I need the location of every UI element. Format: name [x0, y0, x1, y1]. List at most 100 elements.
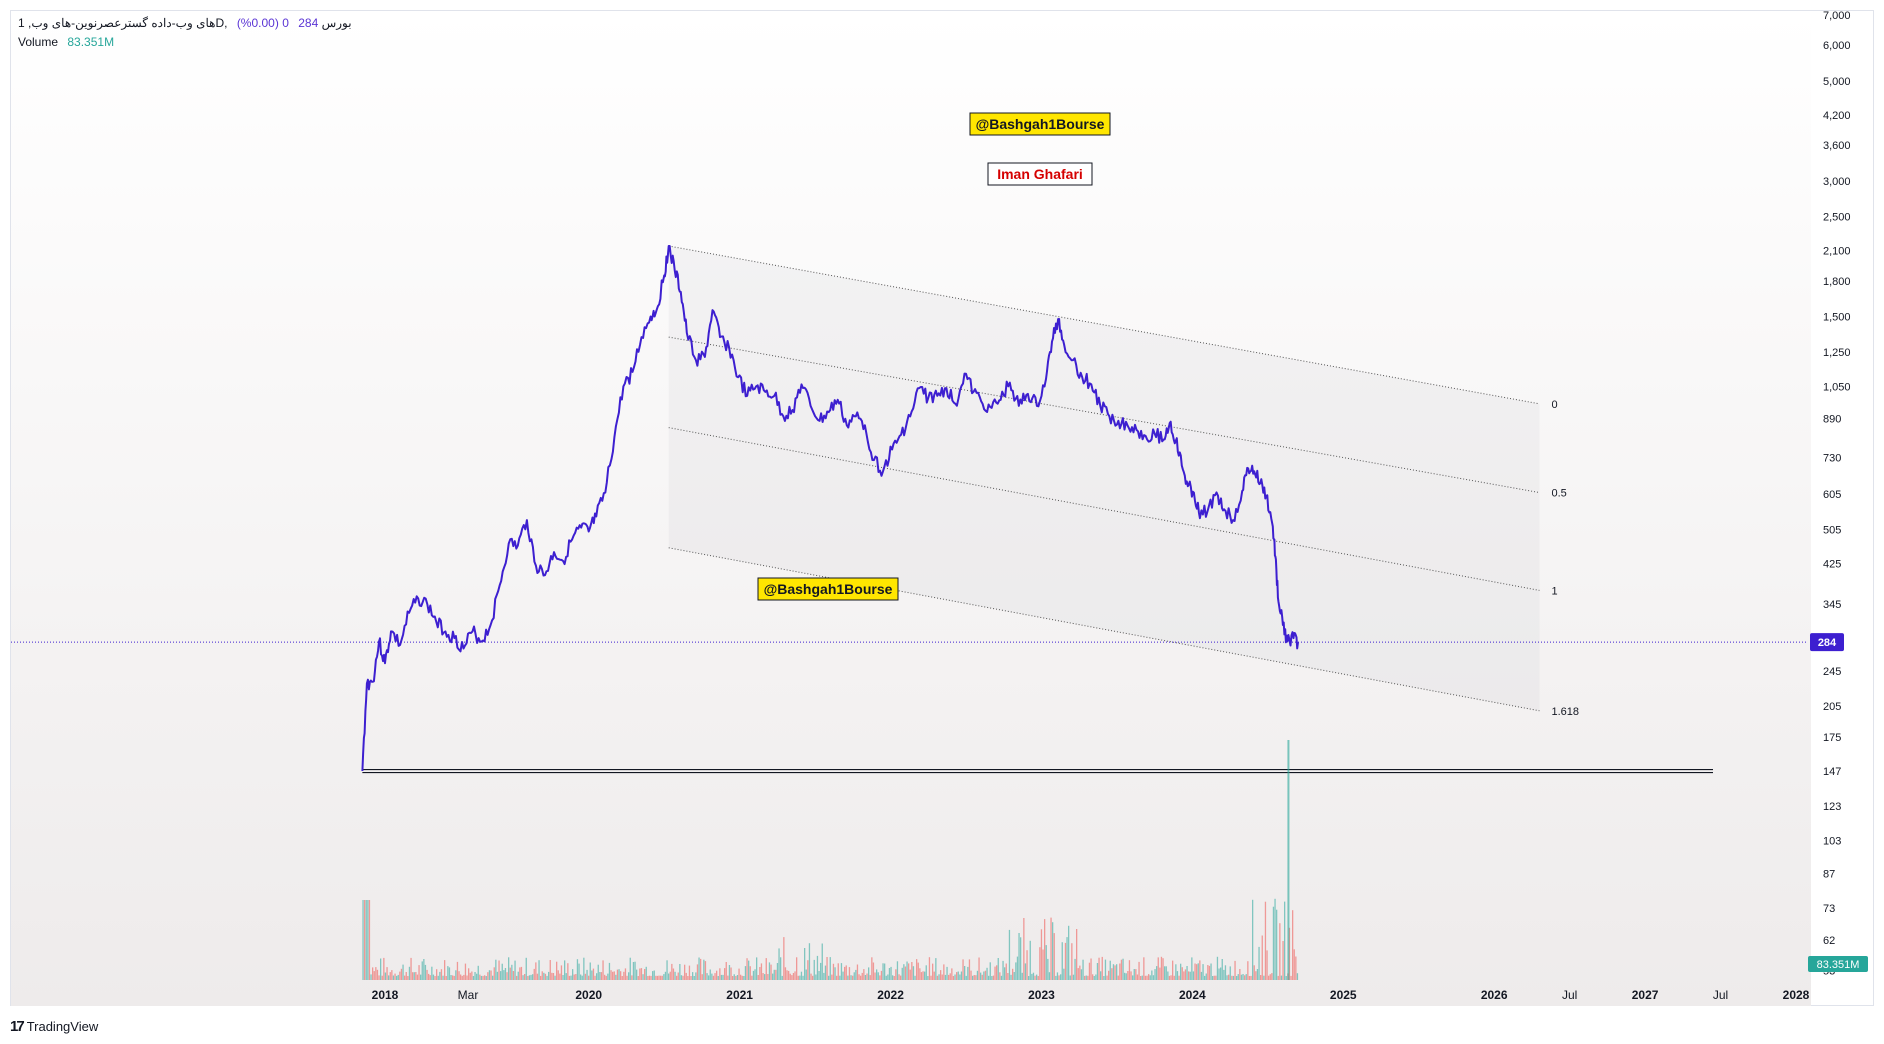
- volume-bar: [752, 970, 755, 980]
- volume-bar: [1093, 976, 1095, 980]
- volume-bar: [768, 962, 771, 980]
- volume-bar: [388, 975, 390, 980]
- x-axis-tick-label: 2025: [1330, 988, 1357, 1002]
- volume-bar: [1130, 971, 1132, 980]
- volume-bar: [856, 964, 859, 980]
- watermark-top-box[interactable]: [969, 112, 1111, 136]
- volume-bar: [493, 967, 495, 980]
- volume-bar: [1196, 964, 1198, 980]
- y-axis-tick-label: 2,500: [1823, 212, 1851, 224]
- fib-level-line[interactable]: [668, 245, 1540, 405]
- volume-bar: [1268, 975, 1270, 980]
- y-axis-tick-label: 123: [1823, 801, 1841, 813]
- volume-bar: [1101, 956, 1103, 980]
- volume-bar: [402, 964, 404, 980]
- volume-bar: [1013, 972, 1015, 980]
- x-axis-tick-label: Mar: [458, 988, 479, 1002]
- volume-bar: [1050, 917, 1052, 980]
- x-axis-tick-label: Jul: [1562, 988, 1577, 1002]
- volume-bar: [444, 960, 446, 980]
- volume-bar: [712, 975, 715, 980]
- fib-level-label: 1: [1551, 585, 1557, 597]
- volume-bar: [807, 960, 809, 980]
- volume-bar: [632, 962, 635, 980]
- volume-bar: [373, 971, 375, 980]
- volume-bar: [429, 975, 431, 980]
- volume-bar: [477, 965, 479, 980]
- y-axis-tick-label: 5,000: [1823, 76, 1851, 88]
- volume-bar: [722, 974, 724, 980]
- volume-bar: [1103, 976, 1105, 980]
- volume-bar: [394, 973, 396, 980]
- price-line[interactable]: [361, 245, 1299, 772]
- volume-bar: [1170, 975, 1172, 980]
- volume-bar: [1165, 966, 1167, 980]
- volume-bar: [535, 962, 537, 980]
- fib-level-line[interactable]: [668, 547, 1540, 712]
- volume-bar: [720, 974, 723, 980]
- watermark-mid-box[interactable]: [757, 577, 899, 601]
- volume-bar: [428, 973, 430, 980]
- fib-level-line[interactable]: [668, 427, 1540, 591]
- volume-bar: [679, 964, 681, 980]
- volume-bar: [536, 973, 539, 980]
- volume-bar: [1159, 967, 1161, 980]
- volume-bar: [778, 948, 780, 980]
- volume-bar: [951, 968, 953, 980]
- volume-bar: [506, 972, 508, 980]
- volume-bar: [1031, 973, 1033, 980]
- tradingview-logo[interactable]: 17 TradingView: [10, 1018, 98, 1035]
- volume-bar: [1255, 971, 1257, 980]
- volume-bar: [1226, 975, 1228, 980]
- volume-bar: [1064, 942, 1067, 980]
- volume-bar: [508, 957, 510, 980]
- volume-bar: [1072, 974, 1075, 980]
- volume-bar: [405, 972, 407, 980]
- volume-bar: [1058, 975, 1060, 980]
- y-axis-tick-label: 1,250: [1823, 347, 1851, 359]
- volume-bar: [1263, 975, 1265, 980]
- y-axis-tick-label: 1,500: [1823, 311, 1851, 323]
- volume-bar: [1282, 941, 1284, 980]
- fib-level-line[interactable]: [668, 336, 1540, 494]
- volume-bar: [703, 959, 705, 980]
- volume-bar: [503, 970, 505, 980]
- volume-bar: [698, 957, 700, 980]
- volume-bar: [549, 960, 551, 980]
- volume-bar: [1280, 975, 1283, 980]
- y-axis-tick-label: 345: [1823, 599, 1841, 611]
- x-axis-tick-label: 2022: [877, 988, 904, 1002]
- volume-bar: [522, 975, 524, 980]
- volume-bar: [1168, 975, 1171, 980]
- volume-bar: [754, 969, 756, 980]
- volume-bar: [682, 975, 684, 980]
- volume-bar: [432, 974, 435, 980]
- volume-bar: [716, 970, 718, 980]
- volume-bar: [904, 966, 907, 980]
- volume-bar: [1044, 919, 1046, 980]
- volume-bar: [367, 900, 369, 980]
- volume-bar: [872, 962, 875, 980]
- volume-bar: [453, 975, 455, 980]
- volume-bar: [890, 966, 892, 980]
- volume-bar: [572, 969, 574, 980]
- volume-bar: [674, 971, 676, 980]
- volume-bar: [1124, 972, 1126, 980]
- volume-bar: [600, 972, 603, 980]
- volume-bar: [772, 973, 774, 980]
- volume-bar: [826, 957, 828, 980]
- volume-bar: [917, 962, 919, 980]
- volume-bar: [1224, 965, 1227, 980]
- volume-bar: [1042, 949, 1044, 980]
- volume-value: 83.351M: [67, 35, 115, 49]
- volume-bar: [864, 975, 867, 980]
- volume-bar: [816, 955, 819, 980]
- volume-bar: [599, 972, 601, 980]
- volume-bar: [1143, 957, 1145, 980]
- volume-bar: [884, 963, 886, 980]
- volume-bar: [1016, 956, 1019, 980]
- y-axis-tick-label: 87: [1823, 869, 1835, 881]
- volume-bar: [573, 974, 575, 980]
- author-label-box[interactable]: [987, 162, 1093, 186]
